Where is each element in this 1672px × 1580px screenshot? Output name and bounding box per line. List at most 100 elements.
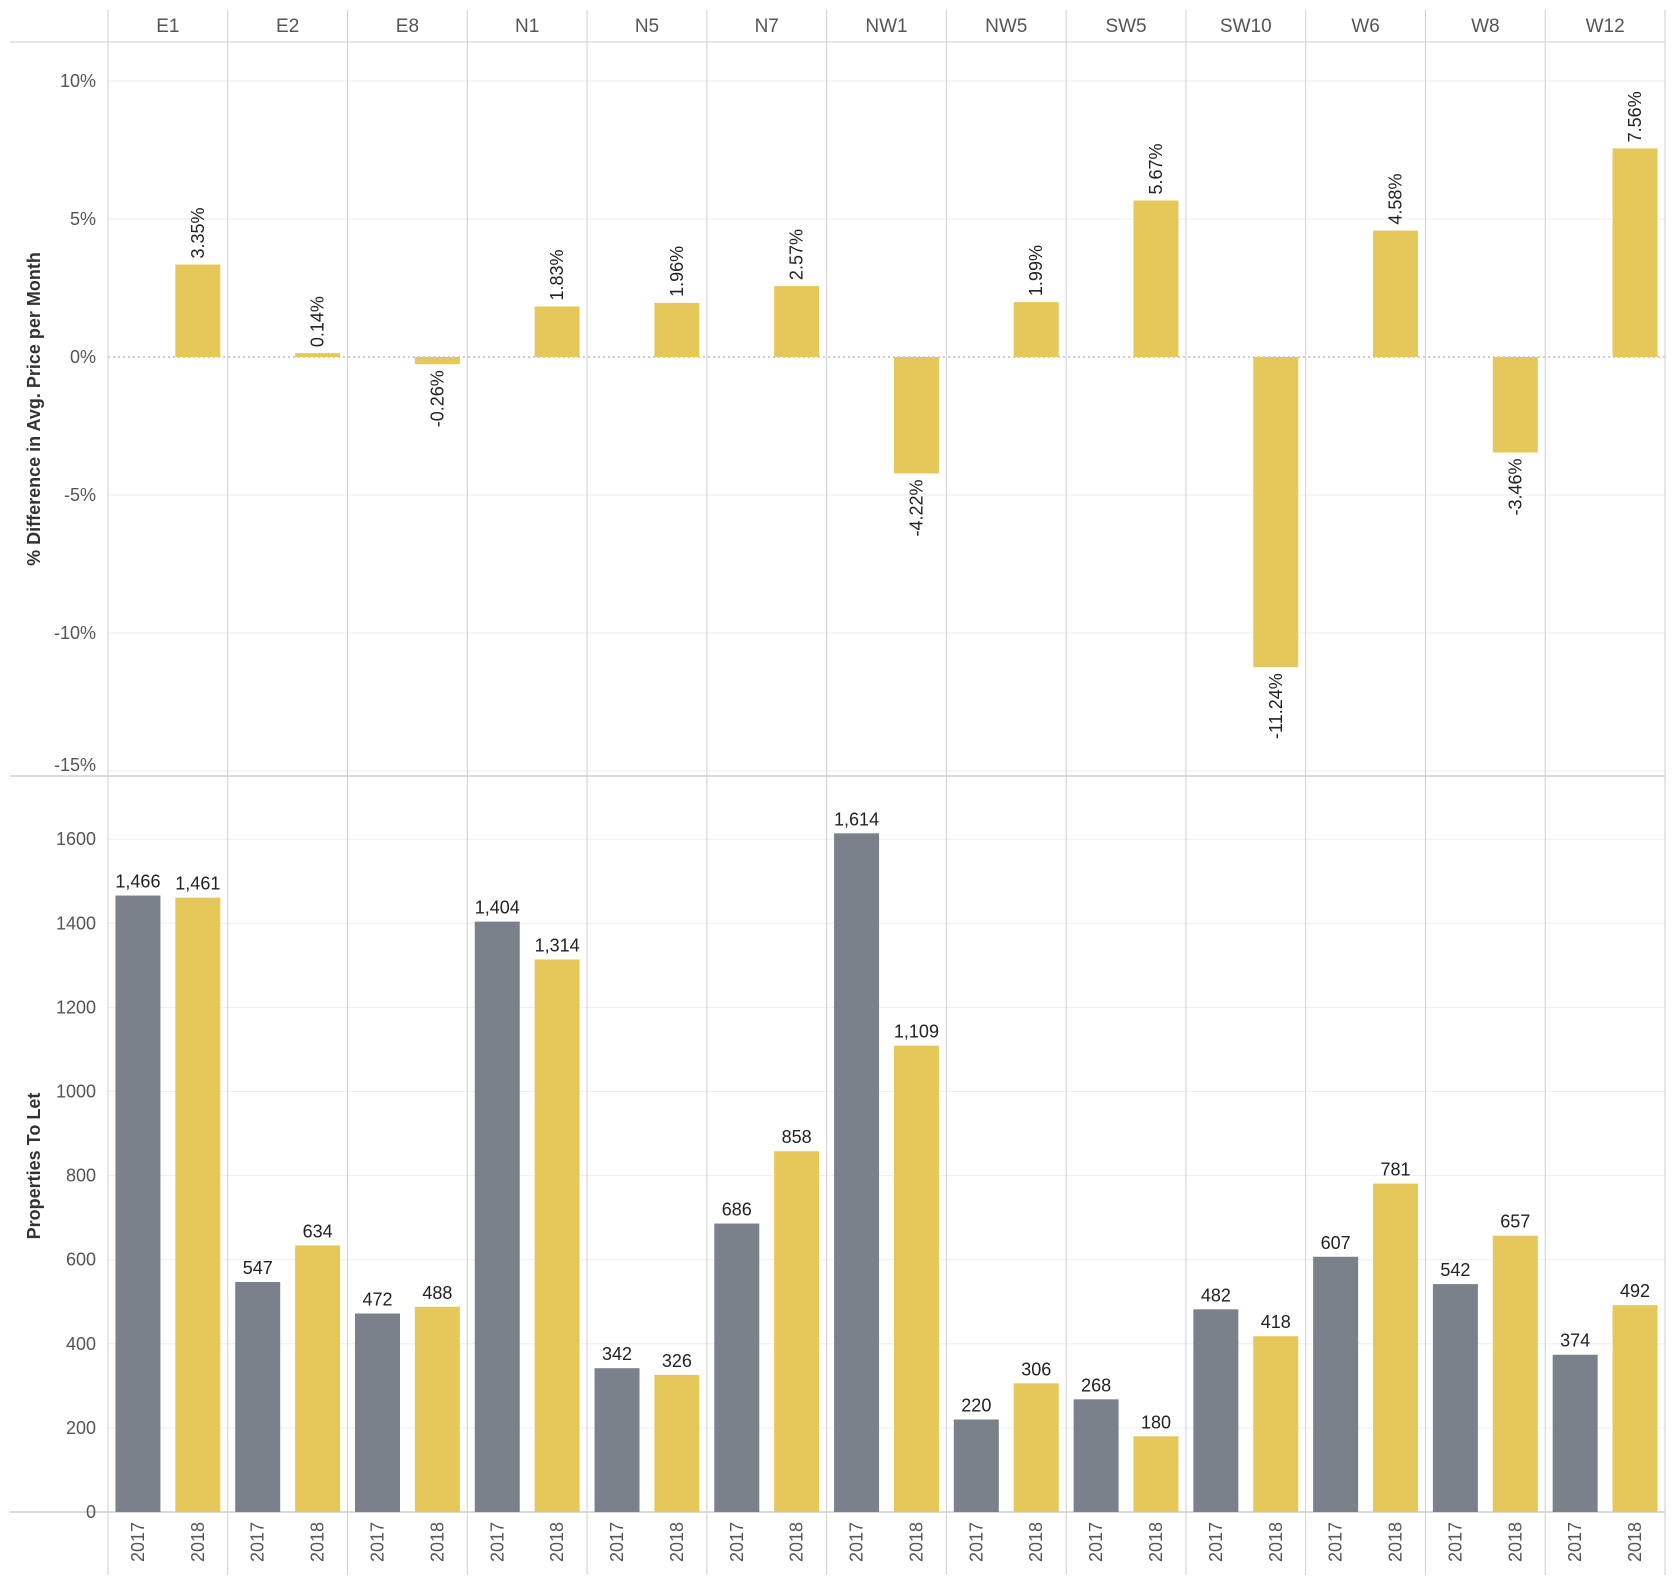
year-tick-label: 2017 bbox=[1445, 1522, 1465, 1562]
year-tick-label: 2017 bbox=[727, 1522, 747, 1562]
count-data-label: 180 bbox=[1141, 1412, 1171, 1432]
pct-diff-bar bbox=[893, 357, 939, 474]
count-data-label: 1,614 bbox=[834, 809, 879, 829]
count-data-label: 634 bbox=[303, 1221, 333, 1241]
pct-diff-label: 3.35% bbox=[188, 207, 208, 258]
pct-diff-label: -4.22% bbox=[906, 479, 926, 536]
count-data-label: 547 bbox=[243, 1258, 273, 1278]
count-data-label: 326 bbox=[662, 1351, 692, 1371]
pct-diff-bar bbox=[1253, 357, 1299, 668]
count-data-label: 374 bbox=[1560, 1331, 1590, 1351]
bottom-y-tick-label: 1600 bbox=[56, 829, 96, 849]
bar-2017 bbox=[1073, 1399, 1119, 1512]
column-header: E1 bbox=[156, 16, 179, 37]
count-data-label: 657 bbox=[1500, 1212, 1530, 1232]
column-header: NW1 bbox=[865, 16, 907, 37]
bar-2017 bbox=[714, 1223, 760, 1512]
column-header: W12 bbox=[1586, 16, 1625, 37]
count-data-label: 607 bbox=[1321, 1233, 1351, 1253]
pct-diff-label: -0.26% bbox=[427, 370, 447, 427]
year-tick-label: 2018 bbox=[667, 1522, 687, 1562]
year-tick-label: 2018 bbox=[1026, 1522, 1046, 1562]
year-tick-label: 2017 bbox=[966, 1522, 986, 1562]
pct-diff-label: 7.56% bbox=[1625, 91, 1645, 142]
count-data-label: 268 bbox=[1081, 1375, 1111, 1395]
pct-diff-label: 1.83% bbox=[547, 249, 567, 300]
pct-diff-label: 1.96% bbox=[667, 246, 687, 297]
pct-diff-label: 2.57% bbox=[787, 229, 807, 280]
count-data-label: 306 bbox=[1021, 1359, 1051, 1379]
count-data-label: 1,461 bbox=[175, 874, 220, 894]
bar-2017 bbox=[354, 1313, 400, 1512]
bar-2018 bbox=[1612, 1305, 1658, 1512]
count-data-label: 220 bbox=[961, 1395, 991, 1415]
pct-diff-bar bbox=[1492, 357, 1538, 453]
pct-diff-label: 5.67% bbox=[1146, 143, 1166, 194]
pct-diff-label: 0.14% bbox=[308, 296, 328, 347]
pct-diff-label: -3.46% bbox=[1505, 458, 1525, 515]
bar-2017 bbox=[1313, 1256, 1359, 1512]
top-y-axis-title: % Difference in Avg. Price per Month bbox=[24, 252, 44, 566]
bar-2018 bbox=[295, 1245, 341, 1512]
bar-2018 bbox=[1013, 1383, 1059, 1512]
column-header: NW5 bbox=[985, 16, 1027, 37]
column-header: W8 bbox=[1471, 16, 1500, 37]
bar-2017 bbox=[235, 1281, 281, 1512]
top-y-tick-label: -15% bbox=[54, 755, 96, 775]
year-tick-label: 2018 bbox=[427, 1522, 447, 1562]
year-tick-label: 2017 bbox=[128, 1522, 148, 1562]
top-y-tick-label: 5% bbox=[70, 209, 96, 229]
column-header: N1 bbox=[515, 16, 539, 37]
bar-2018 bbox=[534, 959, 580, 1512]
top-y-tick-label: 10% bbox=[60, 71, 96, 91]
count-data-label: 1,314 bbox=[535, 935, 580, 955]
bar-2018 bbox=[1492, 1235, 1538, 1512]
pct-diff-bar bbox=[1373, 230, 1419, 357]
year-tick-label: 2017 bbox=[248, 1522, 268, 1562]
bar-2017 bbox=[1552, 1354, 1598, 1512]
year-tick-label: 2018 bbox=[188, 1522, 208, 1562]
year-tick-label: 2018 bbox=[1625, 1522, 1645, 1562]
bar-2018 bbox=[1253, 1336, 1299, 1512]
year-tick-label: 2017 bbox=[487, 1522, 507, 1562]
top-y-tick-label: 0% bbox=[70, 347, 96, 367]
column-header: E8 bbox=[396, 16, 419, 37]
year-tick-label: 2018 bbox=[1386, 1522, 1406, 1562]
pct-diff-bar bbox=[1612, 148, 1658, 357]
year-tick-label: 2018 bbox=[1146, 1522, 1166, 1562]
year-tick-label: 2017 bbox=[607, 1522, 627, 1562]
bar-2018 bbox=[654, 1374, 700, 1512]
bar-2017 bbox=[953, 1419, 999, 1512]
column-header: SW10 bbox=[1220, 16, 1272, 37]
count-data-label: 686 bbox=[722, 1200, 752, 1220]
year-tick-label: 2018 bbox=[547, 1522, 567, 1562]
pct-diff-bar bbox=[1133, 200, 1179, 357]
count-data-label: 342 bbox=[602, 1344, 632, 1364]
top-y-tick-label: -5% bbox=[64, 485, 96, 505]
count-data-label: 781 bbox=[1380, 1160, 1410, 1180]
count-data-label: 1,109 bbox=[894, 1022, 939, 1042]
column-header: N5 bbox=[635, 16, 659, 37]
bar-2017 bbox=[1193, 1309, 1239, 1512]
column-header: N7 bbox=[755, 16, 779, 37]
count-data-label: 1,404 bbox=[475, 898, 520, 918]
top-y-tick-label: -10% bbox=[54, 623, 96, 643]
year-tick-label: 2017 bbox=[1326, 1522, 1346, 1562]
year-tick-label: 2017 bbox=[1565, 1522, 1585, 1562]
pct-diff-label: 4.58% bbox=[1386, 174, 1406, 225]
pct-diff-bar bbox=[175, 264, 221, 357]
count-data-label: 482 bbox=[1201, 1285, 1231, 1305]
bar-2018 bbox=[1373, 1183, 1419, 1512]
count-data-label: 492 bbox=[1620, 1281, 1650, 1301]
year-tick-label: 2018 bbox=[308, 1522, 328, 1562]
year-tick-label: 2017 bbox=[847, 1522, 867, 1562]
pct-diff-label: 1.99% bbox=[1026, 245, 1046, 296]
column-header: W6 bbox=[1351, 16, 1380, 37]
bottom-y-tick-label: 0 bbox=[86, 1502, 96, 1522]
count-data-label: 542 bbox=[1440, 1260, 1470, 1280]
bar-2018 bbox=[893, 1045, 939, 1512]
bottom-y-tick-label: 1200 bbox=[56, 997, 96, 1017]
year-tick-label: 2017 bbox=[1206, 1522, 1226, 1562]
bottom-y-tick-label: 200 bbox=[66, 1418, 96, 1438]
pct-diff-bar bbox=[295, 353, 341, 357]
